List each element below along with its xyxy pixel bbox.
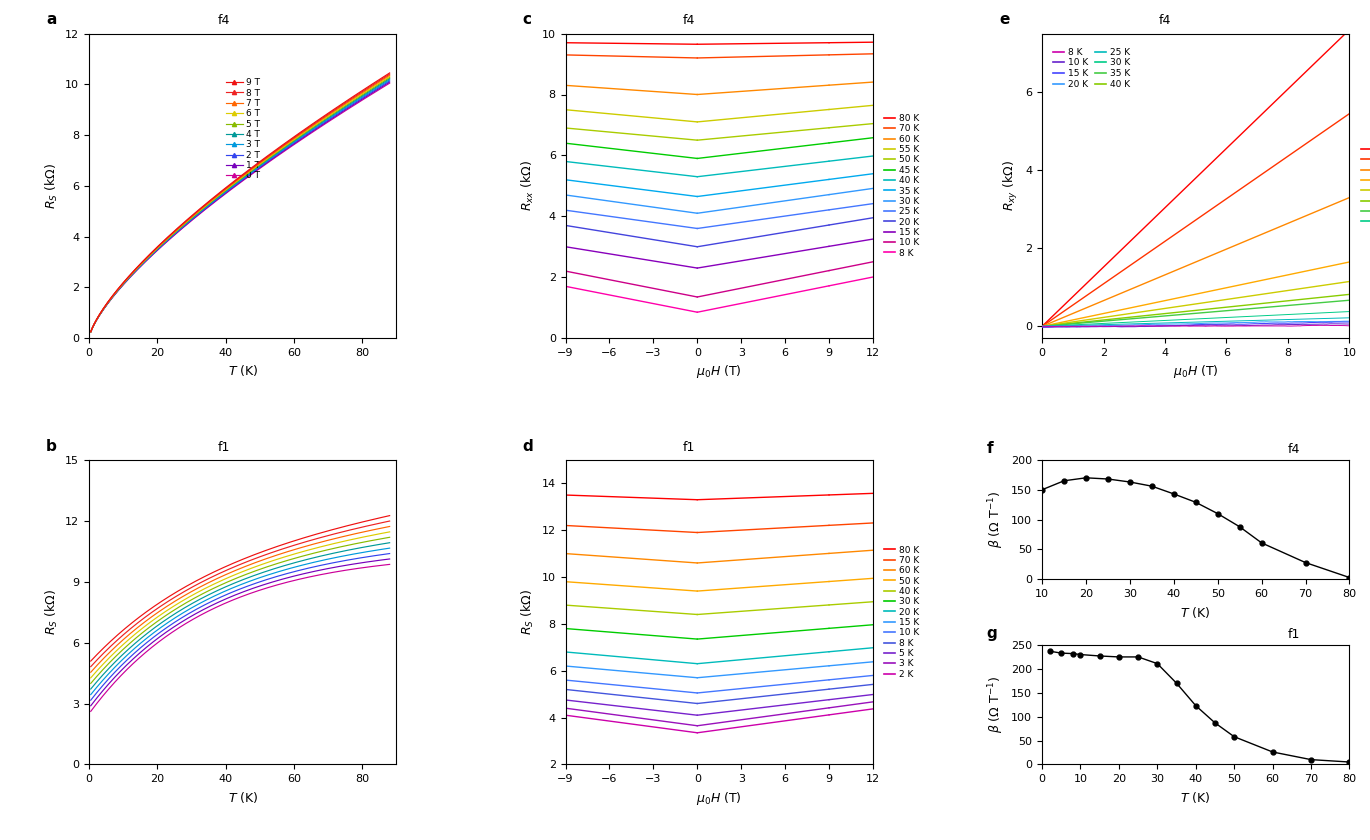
Text: f4: f4 [218, 14, 230, 28]
X-axis label: $T$ (K): $T$ (K) [227, 790, 258, 805]
Y-axis label: $\beta$ (Ω T$^{-1}$): $\beta$ (Ω T$^{-1}$) [986, 491, 1006, 549]
Text: a: a [47, 13, 56, 28]
Legend: 9 T, 8 T, 7 T, 6 T, 5 T, 4 T, 3 T, 2 T, 1 T, 0 T: 9 T, 8 T, 7 T, 6 T, 5 T, 4 T, 3 T, 2 T, … [223, 75, 264, 184]
Y-axis label: $R_S$ (kΩ): $R_S$ (kΩ) [44, 589, 60, 635]
X-axis label: $T$ (K): $T$ (K) [1181, 605, 1211, 620]
Y-axis label: $R_S$ (kΩ): $R_S$ (kΩ) [521, 589, 536, 635]
Text: e: e [999, 13, 1010, 28]
Text: f4: f4 [1288, 443, 1300, 456]
Text: f4: f4 [682, 14, 695, 28]
Text: c: c [522, 13, 532, 28]
Legend: 80 K, 70 K, 60 K, 50 K, 45 K, 40 K, 35 K, 30 K: 80 K, 70 K, 60 K, 50 K, 45 K, 40 K, 35 K… [1358, 141, 1370, 230]
Text: f: f [986, 441, 993, 456]
Legend: 80 K, 70 K, 60 K, 50 K, 40 K, 30 K, 20 K, 15 K, 10 K, 8 K, 5 K, 3 K, 2 K: 80 K, 70 K, 60 K, 50 K, 40 K, 30 K, 20 K… [881, 542, 922, 682]
Text: g: g [986, 626, 997, 641]
X-axis label: $T$ (K): $T$ (K) [1181, 790, 1211, 805]
Text: b: b [47, 438, 58, 454]
Text: f1: f1 [1288, 627, 1300, 641]
Text: d: d [522, 438, 533, 454]
X-axis label: $\mu_0 H$ (T): $\mu_0 H$ (T) [696, 364, 743, 381]
Y-axis label: $R_S$ (kΩ): $R_S$ (kΩ) [44, 163, 60, 209]
Y-axis label: $R_{xy}$ (kΩ): $R_{xy}$ (kΩ) [1001, 160, 1019, 212]
Y-axis label: $R_{xx}$ (kΩ): $R_{xx}$ (kΩ) [521, 160, 536, 212]
Text: f4: f4 [1159, 14, 1171, 28]
X-axis label: $T$ (K): $T$ (K) [227, 364, 258, 378]
Text: f1: f1 [218, 441, 230, 454]
Text: f1: f1 [682, 441, 695, 454]
Y-axis label: $\beta$ (Ω T$^{-1}$): $\beta$ (Ω T$^{-1}$) [986, 676, 1006, 733]
X-axis label: $\mu_0 H$ (T): $\mu_0 H$ (T) [696, 790, 743, 806]
Legend: 80 K, 70 K, 60 K, 55 K, 50 K, 45 K, 40 K, 35 K, 30 K, 25 K, 20 K, 15 K, 10 K, 8 : 80 K, 70 K, 60 K, 55 K, 50 K, 45 K, 40 K… [881, 110, 922, 261]
X-axis label: $\mu_0 H$ (T): $\mu_0 H$ (T) [1173, 364, 1218, 381]
